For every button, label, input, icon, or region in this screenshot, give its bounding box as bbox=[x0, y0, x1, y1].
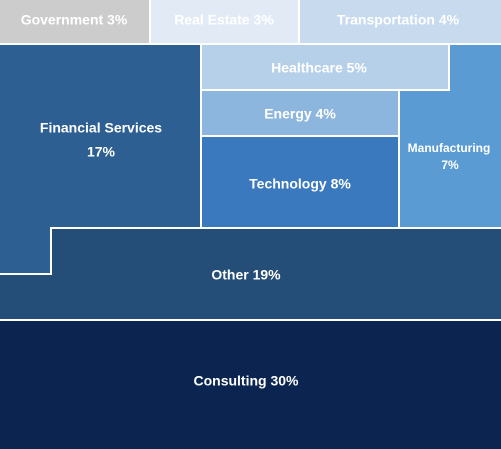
tile-label-government: Government 3% bbox=[21, 12, 128, 28]
tile-label-technology: Technology 8% bbox=[249, 176, 351, 192]
tile-rect-transportation bbox=[300, 0, 501, 43]
tile-rect-consulting bbox=[0, 321, 501, 449]
tile-technology: Technology 8% bbox=[202, 137, 398, 227]
tile-label-energy: Energy 4% bbox=[264, 106, 336, 122]
tile-label-other: Other 19% bbox=[211, 267, 281, 283]
tile-other: Other 19% bbox=[0, 229, 501, 319]
tile-rect-technology bbox=[202, 137, 398, 227]
tile-label-financial-services: 17% bbox=[87, 144, 116, 160]
tile-label-manufacturing: 7% bbox=[441, 158, 459, 172]
tile-label-transportation: Transportation 4% bbox=[337, 12, 460, 28]
tile-energy: Energy 4% bbox=[202, 91, 398, 135]
tile-rect-healthcare bbox=[202, 45, 448, 89]
tile-rect-real-estate bbox=[151, 0, 298, 43]
tile-government: Government 3% bbox=[0, 0, 149, 43]
tile-rect-government bbox=[0, 0, 149, 43]
tile-label-financial-services: Financial Services bbox=[40, 120, 162, 136]
tile-healthcare: Healthcare 5% bbox=[202, 45, 448, 89]
tile-label-consulting: Consulting 30% bbox=[193, 373, 299, 389]
tile-rect-energy bbox=[202, 91, 398, 135]
tile-label-healthcare: Healthcare 5% bbox=[271, 60, 367, 76]
tile-rect-other bbox=[0, 229, 501, 319]
tile-rect-financial-services bbox=[0, 45, 200, 273]
tile-transportation: Transportation 4% bbox=[300, 0, 501, 43]
tile-consulting: Consulting 30% bbox=[0, 321, 501, 449]
tile-label-real-estate: Real Estate 3% bbox=[174, 12, 274, 28]
tile-label-manufacturing: Manufacturing bbox=[408, 141, 491, 155]
tile-financial-services: Financial Services 17% bbox=[0, 45, 200, 273]
tile-real-estate: Real Estate 3% bbox=[151, 0, 298, 43]
tile-rect-manufacturing bbox=[400, 45, 501, 227]
tile-manufacturing: Manufacturing 7% bbox=[400, 45, 501, 227]
